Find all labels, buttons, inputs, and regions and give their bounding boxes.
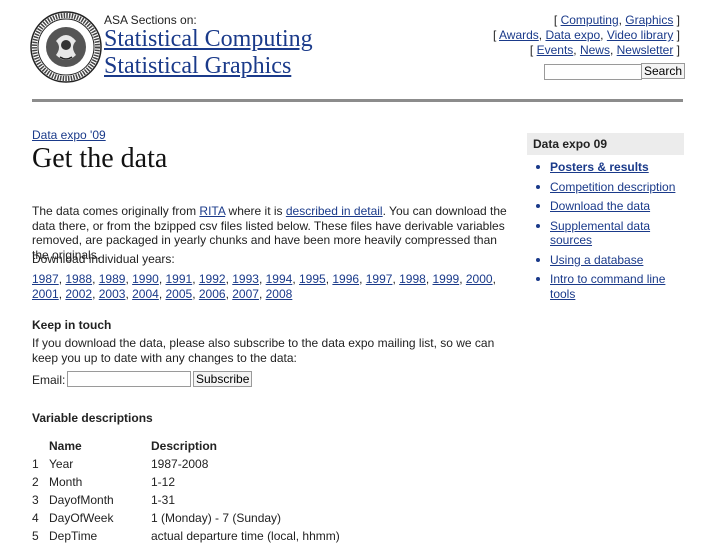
nav-link-computing[interactable]: Computing bbox=[560, 13, 619, 27]
nav-link-graphics[interactable]: Graphics bbox=[625, 13, 674, 27]
year-link-1987[interactable]: 1987 bbox=[32, 272, 59, 286]
variable-index: 1 bbox=[32, 457, 39, 471]
year-link-2004[interactable]: 2004 bbox=[132, 286, 159, 301]
top-links-row: [ Awards, Data expo, Video library ] bbox=[492, 28, 680, 42]
breadcrumb[interactable]: Data expo '09 bbox=[32, 128, 106, 142]
table-row: 4 DayOfWeek 1 (Monday) - 7 (Sunday) bbox=[32, 509, 340, 527]
asa-seal-logo[interactable] bbox=[30, 11, 102, 83]
top-links-row: [ Computing, Graphics ] bbox=[553, 13, 680, 27]
sidebar-item-posters-results[interactable]: Posters & results bbox=[533, 160, 683, 175]
intro-text: where it is bbox=[225, 204, 286, 218]
table-row: 1 Year 1987-2008 bbox=[32, 455, 340, 473]
year-link-2003[interactable]: 2003 bbox=[98, 286, 126, 301]
subscribe-button[interactable]: Subscribe bbox=[193, 371, 253, 387]
nav-link-news[interactable]: News bbox=[579, 43, 610, 57]
year-link-1996[interactable]: 1996 bbox=[332, 272, 360, 286]
top-links-row: [ Events, News, Newsletter ] bbox=[529, 43, 680, 57]
nav-link-data-expo[interactable]: Data expo bbox=[545, 28, 601, 42]
sidebar-item-competition-description[interactable]: Competition description bbox=[533, 180, 683, 195]
variable-name: DayofMonth bbox=[49, 493, 114, 507]
sidebar-item-download-the-data[interactable]: Download the data bbox=[533, 199, 683, 214]
email-field[interactable] bbox=[67, 371, 191, 387]
intro-text: The data comes originally from bbox=[32, 204, 200, 218]
year-link-2000[interactable]: 2000 bbox=[465, 272, 493, 286]
year-link-2007[interactable]: 2007 bbox=[232, 286, 259, 301]
sidebar-nav: Posters & results Competition description… bbox=[533, 160, 683, 306]
search-input[interactable] bbox=[544, 64, 642, 80]
year-link-2002[interactable]: 2002 bbox=[65, 286, 93, 301]
sidebar-item-label[interactable]: Competition description bbox=[550, 179, 676, 194]
variable-index: 5 bbox=[32, 529, 39, 543]
table-row: 3 DayofMonth 1-31 bbox=[32, 491, 340, 509]
year-link-1994[interactable]: 1994 bbox=[265, 272, 293, 286]
sidebar-item-label[interactable]: Using a database bbox=[550, 252, 644, 267]
sidebar-item-intro-to-command-line-tools[interactable]: Intro to command line tools bbox=[533, 272, 683, 301]
year-link-1989[interactable]: 1989 bbox=[98, 272, 126, 286]
table-row: 5 DepTime actual departure time (local, hh… bbox=[32, 527, 340, 545]
nav-link-awards[interactable]: Awards bbox=[499, 28, 539, 42]
intro-paragraph: The data comes originally from RITA wher… bbox=[32, 204, 512, 262]
site-title-graphics[interactable]: Statistical Graphics bbox=[104, 53, 292, 79]
year-links: 1987, 1988, 1989, 1990, 1991, 1992, 1993… bbox=[32, 272, 496, 301]
variable-description: 1987-2008 bbox=[151, 457, 209, 471]
years-label: Download individual years: bbox=[32, 252, 175, 266]
variables-heading: Variable descriptions bbox=[32, 411, 153, 425]
site-title-computing[interactable]: Statistical Computing bbox=[104, 26, 313, 52]
rita-link[interactable]: RITA bbox=[199, 204, 226, 218]
variable-name: DepTime bbox=[49, 529, 98, 543]
header-kicker: ASA Sections on: bbox=[104, 13, 197, 27]
year-link-1999[interactable]: 1999 bbox=[432, 272, 460, 286]
keep-in-touch-text: If you download the data, please also su… bbox=[32, 336, 495, 365]
column-header-description: Description bbox=[151, 439, 218, 453]
year-link-1995[interactable]: 1995 bbox=[299, 272, 326, 286]
table-header-row: Name Description bbox=[32, 437, 340, 455]
top-links: [ Computing, Graphics ] [ Awards, Data e… bbox=[493, 13, 680, 58]
sidebar-heading: Data expo 09 bbox=[527, 133, 684, 155]
variable-description: 1 (Monday) - 7 (Sunday) bbox=[151, 511, 282, 525]
sidebar-item-supplemental-data-sources[interactable]: Supplemental data sources bbox=[533, 219, 683, 248]
sidebar-item-label[interactable]: Posters & results bbox=[550, 160, 649, 174]
year-link-2005[interactable]: 2005 bbox=[165, 286, 193, 301]
variable-description: 1-31 bbox=[151, 493, 176, 507]
sidebar-item-label[interactable]: Download the data bbox=[550, 199, 651, 213]
email-label: Email: bbox=[32, 373, 66, 387]
header-divider bbox=[32, 99, 683, 102]
nav-link-events[interactable]: Events bbox=[536, 43, 574, 57]
sidebar-item-using-a-database[interactable]: Using a database bbox=[533, 253, 683, 268]
year-link-2006[interactable]: 2006 bbox=[198, 286, 226, 301]
variables-table: Name Description 1 Year 1987-2008 2 Month 1-1… bbox=[32, 437, 340, 545]
variable-index: 3 bbox=[32, 493, 39, 507]
variable-description: actual departure time (local, hhmm) bbox=[151, 529, 340, 543]
sidebar-item-label[interactable]: Intro to command line tools bbox=[550, 272, 666, 301]
year-link-1997[interactable]: 1997 bbox=[365, 272, 393, 286]
described-in-detail-link[interactable]: described in detail bbox=[285, 204, 383, 218]
variable-index: 2 bbox=[32, 475, 39, 489]
year-link-1998[interactable]: 1998 bbox=[399, 272, 426, 286]
variable-name: Month bbox=[49, 475, 83, 489]
nav-link-newsletter[interactable]: Newsletter bbox=[616, 43, 674, 57]
variable-name: Year bbox=[49, 457, 74, 471]
variable-index: 4 bbox=[32, 511, 39, 525]
table-row: 2 Month 1-12 bbox=[32, 473, 340, 491]
year-link-1993[interactable]: 1993 bbox=[232, 272, 259, 286]
year-link-1991[interactable]: 1991 bbox=[165, 272, 193, 286]
year-link-1990[interactable]: 1990 bbox=[132, 272, 159, 286]
year-link-2008[interactable]: 2008 bbox=[265, 286, 293, 301]
sidebar-item-label[interactable]: Supplemental data sources bbox=[550, 218, 651, 248]
search-button[interactable]: Search bbox=[641, 63, 686, 79]
variable-name: DayOfWeek bbox=[49, 511, 114, 525]
year-link-1988[interactable]: 1988 bbox=[65, 272, 93, 286]
year-link-2001[interactable]: 2001 bbox=[32, 286, 59, 301]
column-header-name: Name bbox=[49, 439, 82, 453]
intro-text: . You can download the data there, or fr… bbox=[32, 204, 507, 262]
nav-link-video-library[interactable]: Video library bbox=[606, 28, 674, 42]
page-title: Get the data bbox=[32, 143, 168, 174]
year-link-1992[interactable]: 1992 bbox=[198, 272, 226, 286]
column-header-index bbox=[32, 437, 49, 455]
variable-description: 1-12 bbox=[151, 475, 176, 489]
keep-in-touch-heading: Keep in touch bbox=[32, 318, 112, 332]
